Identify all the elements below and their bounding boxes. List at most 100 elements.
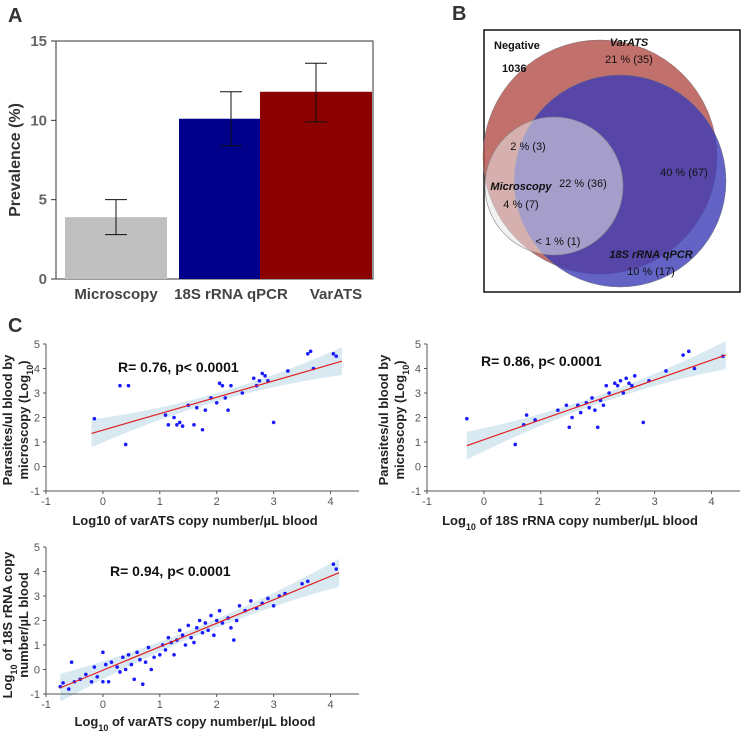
- data-point: [118, 670, 122, 674]
- data-point: [217, 381, 222, 386]
- y-tick-label: 0: [415, 462, 421, 474]
- x-tick-label: 2: [214, 699, 220, 711]
- venn-region-18s-microscopy: < 1 % (1): [536, 236, 581, 248]
- bar: [260, 91, 372, 279]
- data-point: [121, 655, 125, 660]
- y-tick-label: -1: [30, 689, 40, 701]
- y-tick-label: 1: [34, 640, 40, 652]
- data-point: [209, 613, 213, 618]
- data-point: [234, 618, 239, 623]
- data-point: [641, 420, 646, 425]
- y-tick-label: 4: [34, 567, 40, 579]
- x-tick-label: -1: [41, 699, 51, 711]
- correlation-annotation: R= 0.94, p< 0.0001: [110, 563, 231, 579]
- y-tick-label: 15: [30, 33, 47, 50]
- data-point: [308, 349, 313, 354]
- data-point: [681, 353, 685, 357]
- y-tick-label: 1: [415, 437, 421, 449]
- y-tick-label: 0: [34, 665, 40, 677]
- data-point: [229, 383, 233, 388]
- data-point: [237, 604, 242, 608]
- x-tick-label: 4: [327, 496, 333, 508]
- regression-line: [466, 354, 726, 447]
- y-tick-label: 2: [34, 616, 40, 628]
- data-point: [251, 376, 256, 381]
- x-tick-label: 0: [481, 496, 487, 508]
- data-point: [103, 662, 108, 667]
- data-point: [229, 626, 233, 630]
- data-point: [220, 621, 225, 625]
- x-category-label: 18S rRNA qPCR: [174, 286, 288, 303]
- data-point: [604, 383, 609, 388]
- y-tick-label: 10: [30, 112, 47, 129]
- venn-negative-label: Negative: [494, 40, 540, 52]
- data-point: [593, 408, 597, 412]
- y-tick-label: 2: [415, 413, 421, 425]
- y-axis-label-line1: Parasites/ul blood by: [0, 354, 15, 486]
- x-tick-label: 0: [100, 699, 106, 711]
- data-point: [613, 381, 617, 386]
- x-category-label: Microscopy: [74, 286, 158, 303]
- data-point: [305, 352, 310, 356]
- data-point: [212, 633, 216, 637]
- y-tick-label: 0: [34, 462, 40, 474]
- data-point: [89, 679, 94, 684]
- x-axis-label: Log10 of varATS copy number/µL blood: [75, 714, 316, 732]
- data-point: [149, 667, 154, 672]
- data-point: [183, 643, 188, 647]
- data-point: [92, 665, 97, 669]
- y-tick-label: 5: [39, 192, 47, 209]
- y-axis-label: Prevalence (%): [7, 103, 24, 217]
- data-point: [195, 405, 199, 410]
- y-axis-label-line2: microscopy (Log10): [16, 360, 35, 479]
- data-point: [180, 633, 185, 637]
- data-point: [177, 420, 182, 425]
- y-tick-label: 4: [415, 364, 421, 376]
- y-tick-label: 0: [39, 271, 47, 288]
- data-point: [166, 635, 171, 640]
- data-point: [101, 679, 105, 684]
- data-point: [286, 369, 290, 373]
- y-tick-label: 5: [415, 339, 421, 351]
- data-point: [621, 391, 626, 395]
- correlation-annotation: R= 0.86, p< 0.0001: [481, 353, 602, 369]
- data-point: [214, 618, 219, 623]
- y-tick-label: 2: [34, 413, 40, 425]
- y-tick-label: -1: [30, 486, 40, 498]
- data-point: [138, 657, 142, 662]
- y-axis-label-line2: number/µL blood: [16, 572, 31, 678]
- data-point: [200, 427, 205, 432]
- y-tick-label: -1: [411, 486, 421, 498]
- x-axis-label: Log10 of 18S rRNA copy number/µL blood: [442, 513, 698, 532]
- data-point: [334, 567, 339, 571]
- data-point: [206, 628, 210, 633]
- x-tick-label: 3: [652, 496, 658, 508]
- y-tick-label: 3: [34, 591, 40, 603]
- x-tick-label: 4: [327, 699, 333, 711]
- data-point: [226, 408, 230, 412]
- data-point: [66, 687, 71, 691]
- x-tick-label: -1: [41, 496, 51, 508]
- data-point: [271, 604, 276, 608]
- venn-region-18s-only: 10 % (17): [627, 266, 675, 278]
- data-point: [69, 660, 74, 664]
- data-point: [61, 681, 65, 685]
- data-point: [123, 667, 128, 672]
- data-point: [172, 653, 176, 657]
- data-point: [135, 650, 139, 655]
- x-tick-label: 1: [538, 496, 544, 508]
- data-point: [92, 416, 97, 421]
- data-point: [197, 618, 202, 623]
- data-point: [126, 383, 131, 388]
- panel-label-a: A: [8, 5, 22, 27]
- data-point: [305, 579, 310, 584]
- data-point: [180, 424, 185, 428]
- x-tick-label: 3: [271, 496, 277, 508]
- data-point: [240, 391, 245, 395]
- data-point: [189, 635, 193, 640]
- y-tick-label: 3: [34, 388, 40, 400]
- data-point: [331, 352, 336, 356]
- data-point: [686, 349, 691, 354]
- data-point: [260, 371, 265, 376]
